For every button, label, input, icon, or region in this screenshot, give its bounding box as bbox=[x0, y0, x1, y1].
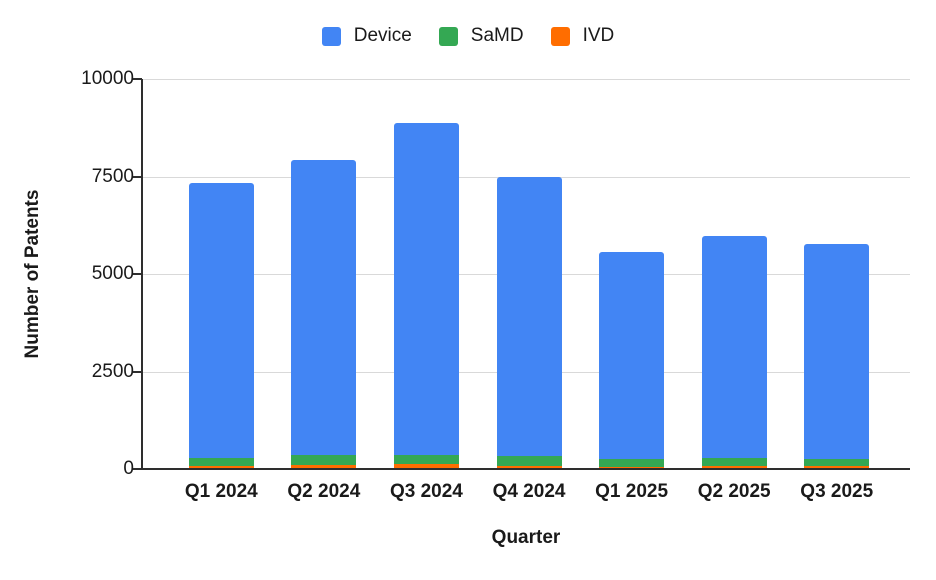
x-tick-label: Q4 2024 bbox=[492, 481, 566, 502]
x-tick-label: Q2 2024 bbox=[287, 481, 361, 502]
bar-column bbox=[580, 79, 683, 469]
x-tick-label: Q3 2025 bbox=[800, 481, 874, 502]
bar-stack bbox=[393, 123, 459, 469]
bar-segment-ivd bbox=[393, 463, 459, 469]
bar-segment-samd bbox=[701, 458, 767, 466]
x-tick-label: Q1 2025 bbox=[595, 481, 669, 502]
y-tick-mark bbox=[133, 468, 142, 470]
x-tick-label: Q3 2024 bbox=[389, 481, 463, 502]
chart-legend: Device SaMD IVD bbox=[0, 25, 936, 47]
legend-label: Device bbox=[353, 25, 412, 46]
bar-segment-samd bbox=[496, 456, 562, 466]
x-tick-label: Q2 2025 bbox=[697, 481, 771, 502]
legend-label: SaMD bbox=[470, 25, 524, 46]
bar-stack bbox=[188, 183, 254, 469]
x-tick-label: Q1 2024 bbox=[184, 481, 258, 502]
y-tick-mark bbox=[133, 175, 142, 178]
bar-segment-ivd bbox=[701, 465, 767, 469]
bar-segment-samd bbox=[188, 458, 254, 466]
x-axis-title: Quarter bbox=[491, 527, 561, 548]
bar-segment-device bbox=[496, 176, 562, 457]
bar-column bbox=[683, 79, 786, 469]
legend-swatch-icon bbox=[550, 26, 570, 46]
legend-item-ivd: IVD bbox=[550, 25, 615, 47]
bar-stack bbox=[496, 176, 562, 469]
legend-item-device: Device bbox=[321, 25, 412, 47]
bar-stack bbox=[804, 243, 870, 469]
y-tick-label: 2500 bbox=[91, 360, 134, 382]
legend-item-samd: SaMD bbox=[438, 25, 524, 47]
y-tick-mark bbox=[133, 78, 142, 80]
bar-segment-device bbox=[291, 160, 357, 456]
y-tick-label: 10000 bbox=[81, 68, 134, 89]
y-tick-label: 0 bbox=[123, 458, 134, 479]
plot-area bbox=[141, 79, 910, 470]
y-axis-line bbox=[141, 79, 143, 469]
bar-segment-ivd bbox=[291, 465, 357, 469]
bar-segment-samd bbox=[393, 454, 459, 464]
y-tick-label: 7500 bbox=[91, 165, 134, 187]
bar-segment-samd bbox=[291, 455, 357, 466]
bar-segment-ivd bbox=[599, 466, 665, 469]
bar-segment-device bbox=[188, 183, 254, 459]
bar-column bbox=[273, 79, 376, 469]
bar-segment-ivd bbox=[804, 466, 870, 469]
x-axis-line bbox=[141, 468, 910, 470]
bar-segment-device bbox=[599, 252, 665, 460]
bar-segment-samd bbox=[804, 458, 870, 467]
legend-swatch-icon bbox=[321, 26, 341, 46]
bar-segment-device bbox=[701, 236, 767, 459]
bars-container bbox=[142, 79, 910, 469]
bar-segment-ivd bbox=[188, 465, 254, 469]
bar-segment-samd bbox=[599, 459, 665, 467]
bar-segment-device bbox=[804, 243, 870, 459]
bar-column bbox=[170, 79, 273, 469]
legend-swatch-icon bbox=[438, 26, 458, 46]
bar-stack bbox=[701, 236, 767, 469]
bar-stack bbox=[291, 160, 357, 469]
bar-column bbox=[375, 79, 478, 469]
y-tick-label: 5000 bbox=[91, 263, 134, 284]
y-tick-mark bbox=[133, 370, 142, 373]
y-tick-mark bbox=[133, 273, 142, 275]
bar-segment-ivd bbox=[496, 465, 562, 469]
gridline bbox=[142, 79, 910, 80]
bar-segment-device bbox=[393, 123, 459, 455]
legend-label: IVD bbox=[582, 25, 615, 46]
bar-column bbox=[478, 79, 581, 469]
bar-column bbox=[785, 79, 888, 469]
bar-stack bbox=[599, 252, 665, 469]
x-axis-tick-labels: Q1 2024 Q2 2024 Q3 2024 Q4 2024 Q1 2025 Q2 20… bbox=[142, 481, 910, 503]
